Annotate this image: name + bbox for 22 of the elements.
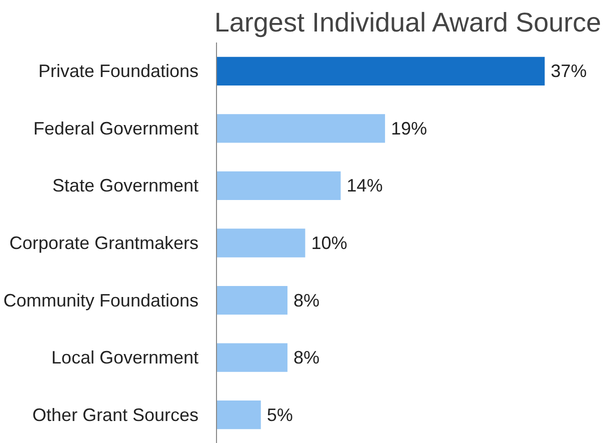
data-label: 8% bbox=[293, 290, 320, 310]
y-tick-label: Other Grant Sources bbox=[32, 404, 199, 425]
y-tick-label: Community Foundations bbox=[3, 290, 199, 310]
data-label: 14% bbox=[346, 176, 383, 196]
y-tick-label: Local Government bbox=[51, 348, 198, 368]
y-tick-label: State Government bbox=[52, 176, 199, 196]
y-tick-label: Corporate Grantmakers bbox=[9, 233, 199, 253]
y-tick-label: Federal Government bbox=[33, 118, 198, 138]
bar bbox=[216, 400, 261, 430]
bar bbox=[216, 56, 545, 86]
bar bbox=[216, 114, 386, 143]
y-tick-label: Private Foundations bbox=[38, 61, 198, 82]
data-label: 19% bbox=[391, 118, 428, 138]
bar bbox=[216, 228, 306, 258]
bar bbox=[216, 286, 288, 315]
bar bbox=[216, 171, 341, 200]
chart-title: Largest Individual Award Source bbox=[214, 8, 602, 38]
bar bbox=[216, 343, 288, 372]
data-label: 5% bbox=[266, 404, 293, 425]
data-label: 8% bbox=[293, 348, 320, 368]
data-label: 37% bbox=[550, 61, 587, 82]
data-label: 10% bbox=[311, 233, 348, 253]
